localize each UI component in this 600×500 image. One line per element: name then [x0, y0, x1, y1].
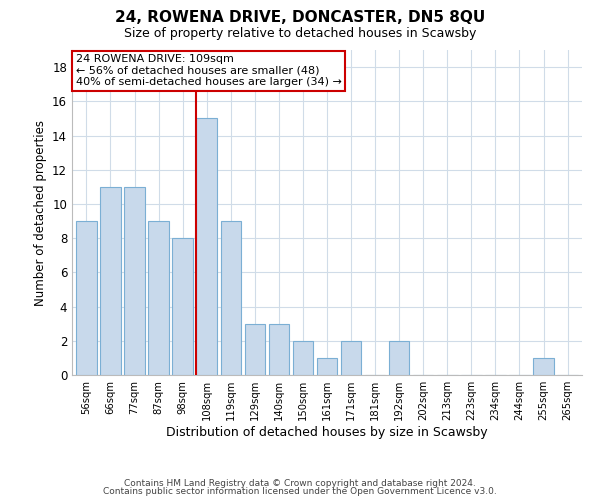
X-axis label: Distribution of detached houses by size in Scawsby: Distribution of detached houses by size …: [166, 426, 488, 439]
Text: Contains public sector information licensed under the Open Government Licence v3: Contains public sector information licen…: [103, 487, 497, 496]
Bar: [341, 341, 361, 375]
Text: Contains HM Land Registry data © Crown copyright and database right 2024.: Contains HM Land Registry data © Crown c…: [124, 478, 476, 488]
Bar: [172, 238, 193, 375]
Bar: [293, 341, 313, 375]
Bar: [389, 341, 409, 375]
Bar: [317, 358, 337, 375]
Bar: [148, 221, 169, 375]
Bar: [76, 221, 97, 375]
Text: Size of property relative to detached houses in Scawsby: Size of property relative to detached ho…: [124, 28, 476, 40]
Text: 24, ROWENA DRIVE, DONCASTER, DN5 8QU: 24, ROWENA DRIVE, DONCASTER, DN5 8QU: [115, 10, 485, 25]
Bar: [221, 221, 241, 375]
Bar: [269, 324, 289, 375]
Bar: [533, 358, 554, 375]
Bar: [196, 118, 217, 375]
Y-axis label: Number of detached properties: Number of detached properties: [34, 120, 47, 306]
Bar: [124, 187, 145, 375]
Text: 24 ROWENA DRIVE: 109sqm
← 56% of detached houses are smaller (48)
40% of semi-de: 24 ROWENA DRIVE: 109sqm ← 56% of detache…: [76, 54, 341, 88]
Bar: [245, 324, 265, 375]
Bar: [100, 187, 121, 375]
